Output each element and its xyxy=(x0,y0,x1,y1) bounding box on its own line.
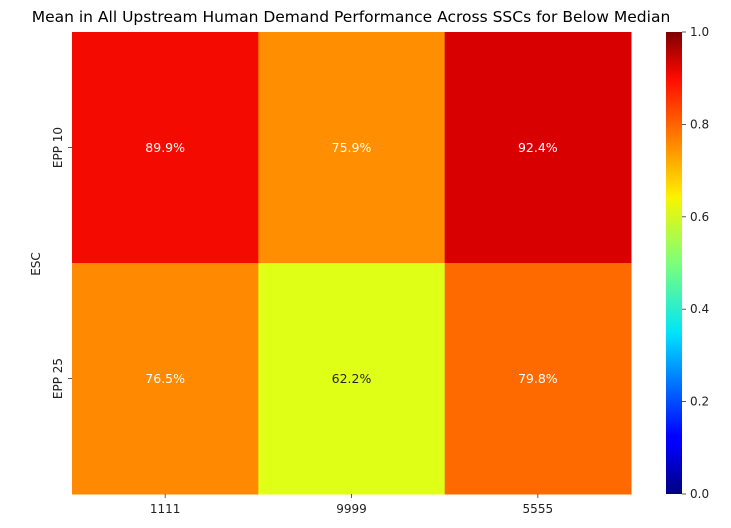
heatmap-cell-label: 62.2% xyxy=(332,371,372,386)
colorbar-ticks: 0.0 0.2 0.4 0.6 0.8 1.0 xyxy=(682,25,709,501)
heatmap-cell-label: 89.9% xyxy=(145,140,185,155)
colorbar-tick-label: 0.8 xyxy=(690,117,709,131)
colorbar-tick-label: 0.0 xyxy=(690,487,709,501)
colorbar-tick-label: 1.0 xyxy=(690,25,709,39)
heatmap-cells xyxy=(72,32,632,495)
heatmap-cell xyxy=(258,32,446,264)
colorbar-gradient xyxy=(666,32,682,494)
y-axis-label: ESC xyxy=(29,252,43,276)
heatmap-cell xyxy=(258,263,446,495)
heatmap-cell-label: 75.9% xyxy=(332,140,372,155)
colorbar-tick-label: 0.6 xyxy=(690,210,709,224)
x-tick-label: 1111 xyxy=(150,502,181,516)
x-axis-ticks: 1111 9999 5555 xyxy=(150,494,553,516)
heatmap-cell-label: 92.4% xyxy=(518,140,558,155)
x-tick-label: 9999 xyxy=(336,502,367,516)
x-tick-label: 5555 xyxy=(523,502,554,516)
heatmap-cell xyxy=(72,32,259,264)
colorbar-tick-label: 0.2 xyxy=(690,395,709,409)
colorbar: 0.0 0.2 0.4 0.6 0.8 1.0 xyxy=(666,25,709,501)
heatmap-cell xyxy=(444,263,632,495)
y-tick-label: EPP 10 xyxy=(51,127,65,168)
chart-title: Mean in All Upstream Human Demand Perfor… xyxy=(32,8,671,26)
colorbar-tick-label: 0.4 xyxy=(690,302,709,316)
heatmap-cell xyxy=(72,263,259,495)
heatmap-cell-label: 76.5% xyxy=(145,371,185,386)
y-axis-ticks: EPP 10 EPP 25 xyxy=(51,127,72,399)
heatmap-cell xyxy=(444,32,632,264)
heatmap-cell-label: 79.8% xyxy=(518,371,558,386)
heatmap-cell-labels: 89.9% 75.9% 92.4% 76.5% 62.2% 79.8% xyxy=(145,140,557,386)
y-tick-label: EPP 25 xyxy=(51,358,65,399)
